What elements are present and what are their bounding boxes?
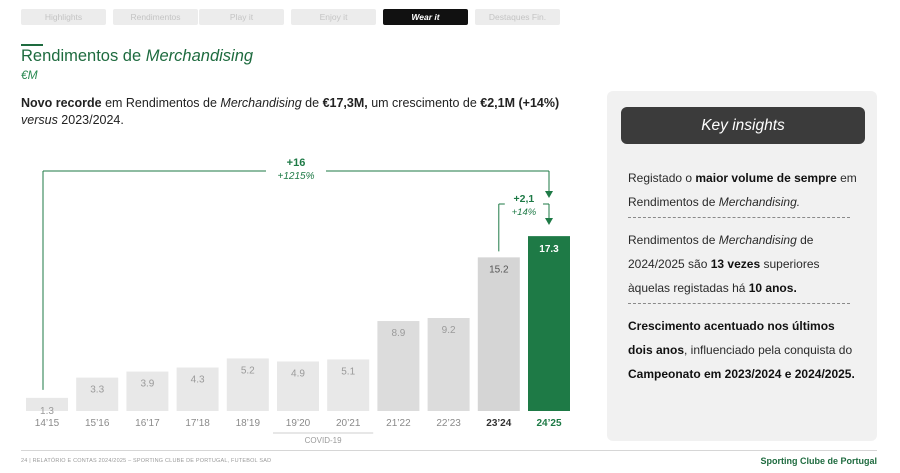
merchandising-bar-chart: 1.314’15 3.3 15’16 3.9 16’17 4.3 17’18 5.2 18’19… [26,157,570,445]
annotation-yoy-arrow [545,218,553,225]
x-tick-label-23’24: 23’24 [486,418,511,429]
insight-2-b: Merchandising [718,233,797,247]
insight-2-a: Rendimentos de [628,233,719,247]
insight-1-b: maior volume de sempre [695,171,837,185]
bar-value-label-19’20: 4.9 [291,368,305,379]
x-tick-label-20’21: 20’21 [336,418,361,429]
bar-value-label-15’16: 3.3 [90,385,104,396]
page-title: Rendimentos de Merchandising [21,47,253,66]
x-tick-label-16’17: 16’17 [135,418,160,429]
insight-1: Registado o maior volume de sempre em Re… [628,166,858,214]
insight-1-d: Merchandising. [718,195,801,209]
bar-17’18 [176,367,219,411]
x-tick-label-19’20: 19’20 [286,418,311,429]
insight-1-a: Registado o [628,171,696,185]
tab-wear-it[interactable]: Wear it [383,9,468,25]
insight-divider-2 [628,303,850,304]
bar-16’17 [126,371,169,411]
tab-destaques-fin[interactable]: Destaques Fin. [475,9,560,25]
headline: Novo recorde em Rendimentos de Merchandi… [21,95,561,129]
footer-page-info: 24 | RELATÓRIO E CONTAS 2024/2025 – SPOR… [21,458,272,464]
headline-growth: €2,1M (+14%) [480,96,560,110]
bar-20’21 [327,359,370,411]
bar-value-label-18’19: 5.2 [241,365,255,376]
insight-1-c: em Rendimentos de [628,171,857,209]
bar-23’24 [477,257,520,411]
key-insights-panel: Key insights Registado o maior volume de… [607,91,877,441]
insight-divider-1 [628,217,850,218]
insight-2: Rendimentos de Merchandising de 2024/202… [628,228,858,300]
tab-highlights[interactable]: Highlights [21,9,106,25]
x-tick-label-21’22: 21’22 [386,418,411,429]
title-accent-line [21,44,43,46]
page-title-italic: Merchandising [145,47,254,65]
annotation-yoy-value: +2,1 [514,193,535,205]
tab-enjoy-it[interactable]: Enjoy it [291,9,376,25]
headline-amount: €17,3M, [322,96,368,110]
x-tick-label-17’18: 17’18 [185,418,210,429]
annotation-total-pct: +1215% [278,171,315,182]
headline-versus: versus [21,113,58,127]
headline-text-3: um crescimento de [367,96,481,110]
bar-19’20 [277,361,319,411]
unit-label: €M [21,68,38,82]
bar-value-label-22’23: 9.2 [442,325,456,336]
bar-value-label-16’17: 3.9 [140,379,154,390]
insight-3-a: Crescimento acentuado nos últimos dois a… [628,319,835,357]
bar-value-label-23’24: 15.2 [489,264,509,275]
x-tick-label-22’23: 22’23 [436,418,461,429]
insight-2-f: 10 anos. [748,281,797,295]
insight-2-e: superiores àquelas registadas há [628,257,820,295]
annotation-yoy-pct: +14% [512,207,537,218]
bar-value-label-24’25: 17.3 [539,244,559,255]
x-tick-label-24’25: 24’25 [536,418,561,429]
headline-record: Novo recorde [21,96,102,110]
page-title-main: Rendimentos de [21,47,146,65]
bar-value-label-21’22: 8.9 [391,328,405,339]
tab-play-it[interactable]: Play it [199,9,284,25]
insight-3-b: , influenciado pela conquista do [684,343,853,357]
bar-22’23 [427,318,470,411]
annotation-total-arrow [545,191,553,198]
annotation-total-value: +16 [287,157,306,169]
headline-text-2: de [301,96,323,110]
key-insights-title: Key insights [621,107,865,144]
x-tick-label-18’19: 18’19 [236,418,261,429]
insight-3: Crescimento acentuado nos últimos dois a… [628,314,858,386]
headline-text-1: em Rendimentos de [101,96,221,110]
bar-14’15 [26,397,68,411]
bar-15’16 [76,377,119,411]
bar-21’22 [377,321,420,411]
bar-value-label-17’18: 4.3 [191,375,205,386]
footer-divider [21,450,877,451]
headline-merch: Merchandising [220,96,302,110]
footer-brand: Sporting Clube de Portugal [760,456,878,466]
tab-rendimentos[interactable]: Rendimentos [113,9,198,25]
insight-2-d: 13 vezes [710,257,761,271]
bar-24’25 [528,236,570,411]
bar-value-label-20’21: 5.1 [341,366,355,377]
headline-text-4: 2023/2024. [57,113,124,127]
x-tick-label-15’16: 15’16 [85,418,110,429]
covid-label: COVID-19 [305,436,342,445]
insight-2-c: de 2024/2025 são [628,233,814,271]
bar-18’19 [226,358,269,411]
insight-3-c: Campeonato em 2023/2024 e 2024/2025. [628,367,855,381]
bar-value-label-14’15: 1.3 [40,406,54,417]
x-tick-label-14’15: 14’15 [35,418,60,429]
